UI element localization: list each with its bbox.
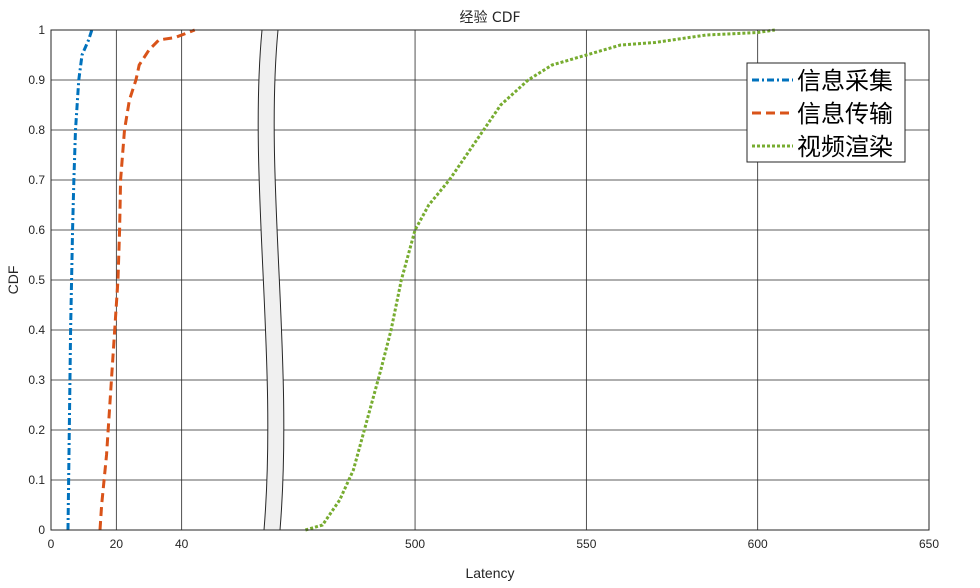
y-tick-label: 0.7 [28, 173, 45, 187]
x-axis-label: Latency [465, 565, 514, 581]
grid [51, 30, 929, 530]
tick-labels: 0 0.1 0.2 0.3 0.4 0.5 0.6 0.7 0.8 0.9 1 0 20 40 500 550… [28, 23, 939, 551]
series-layer [66, 28, 776, 532]
legend-entry-1: 信息采集 [797, 67, 893, 95]
legend-entry-3: 视频渲染 [797, 133, 893, 161]
y-tick-label: 1 [38, 23, 45, 37]
y-tick-label: 0 [38, 523, 45, 537]
series-line-2 [98, 28, 196, 531]
y-tick-label: 0.6 [28, 223, 45, 237]
x-tick-label: 500 [405, 537, 425, 551]
y-tick-label: 0.9 [28, 73, 45, 87]
y-tick-label: 0.2 [28, 423, 45, 437]
chart-title: 经验 CDF [459, 10, 520, 26]
legend-entry-2: 信息传输 [797, 100, 893, 128]
y-tick-label: 0.5 [28, 273, 45, 287]
series-line-1 [66, 29, 94, 531]
x-tick-label: 40 [175, 537, 189, 551]
y-tick-label: 0.1 [28, 473, 45, 487]
x-tick-label: 600 [748, 537, 768, 551]
x-tick-label: 650 [919, 537, 939, 551]
x-tick-label: 20 [110, 537, 124, 551]
y-tick-label: 0.3 [28, 373, 45, 387]
plot-frame [50, 29, 930, 531]
y-tick-label: 0.8 [28, 123, 45, 137]
x-tick-label: 0 [48, 537, 55, 551]
series-line-3 [304, 28, 776, 532]
y-tick-label: 0.4 [28, 323, 45, 337]
x-tick-label: 550 [576, 537, 596, 551]
y-axis-label: CDF [5, 266, 21, 295]
